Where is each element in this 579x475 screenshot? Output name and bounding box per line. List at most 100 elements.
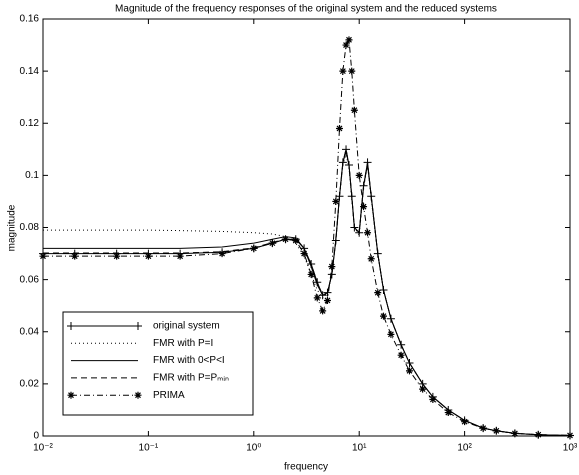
data-point [429, 396, 437, 404]
data-point [566, 431, 574, 439]
data-point [39, 252, 47, 260]
data-point [367, 255, 375, 263]
marker-shape [218, 250, 226, 258]
marker-shape [479, 424, 487, 432]
y-tick-label: 0.06 [20, 274, 40, 285]
data-point [355, 171, 363, 179]
data-point [339, 67, 347, 75]
x-tick-label: 10³ [563, 443, 578, 454]
marker-shape [419, 385, 427, 393]
marker-shape [134, 391, 142, 399]
x-tick-label: 10⁻¹ [139, 443, 159, 454]
data-point [307, 270, 315, 278]
data-point [71, 252, 79, 260]
data-point [282, 235, 290, 243]
data-point [364, 229, 372, 237]
marker-shape [405, 367, 413, 375]
data-point [323, 296, 331, 304]
data-point [250, 244, 258, 252]
data-point [319, 307, 327, 315]
y-axis-label: magnitude [7, 204, 18, 251]
data-point [342, 41, 350, 49]
x-axis-label: frequency [284, 462, 328, 473]
marker-shape [367, 255, 375, 263]
marker-shape [355, 171, 363, 179]
data-point [335, 124, 343, 132]
marker-shape [397, 351, 405, 359]
y-tick-label: 0.16 [20, 14, 40, 25]
series-line [43, 149, 571, 436]
marker-shape [492, 427, 500, 435]
marker-shape [360, 203, 368, 211]
marker-shape [144, 252, 152, 260]
legend-box [62, 311, 254, 416]
marker-shape [534, 431, 542, 439]
x-tick-label: 10² [457, 443, 472, 454]
data-point [300, 250, 308, 258]
data-point [268, 239, 276, 247]
chart-title: Magnitude of the frequency responses of … [115, 4, 497, 15]
legend-marker [134, 391, 142, 399]
x-tick-label: 10⁻² [33, 443, 53, 454]
data-point [479, 424, 487, 432]
marker-shape [345, 36, 353, 44]
data-point [387, 330, 395, 338]
marker-shape [39, 252, 47, 260]
legend: original system FMR with P=I FMR with 0<P<… [62, 311, 254, 416]
marker-shape [323, 296, 331, 304]
legend-label: FMR with P=I [153, 338, 213, 349]
marker-shape [511, 429, 519, 437]
marker-shape [268, 239, 276, 247]
data-point [511, 429, 519, 437]
marker-shape [339, 67, 347, 75]
y-tick-label: 0.12 [20, 118, 40, 129]
data-point [360, 203, 368, 211]
data-point [113, 252, 121, 260]
marker-shape [67, 322, 75, 330]
data-point [144, 252, 152, 260]
marker-shape [319, 307, 327, 315]
data-point [350, 106, 358, 114]
marker-shape [300, 250, 308, 258]
data-point [492, 427, 500, 435]
marker-shape [176, 252, 184, 260]
y-tick-label: 0.04 [20, 326, 40, 337]
y-tick-label: 0.02 [20, 379, 40, 390]
marker-shape [364, 229, 372, 237]
data-point [218, 250, 226, 258]
marker-shape [348, 67, 356, 75]
marker-shape [113, 252, 121, 260]
y-tick-label: 0.14 [20, 66, 40, 77]
legend-marker [67, 322, 75, 330]
marker-shape [444, 409, 452, 417]
data-point [374, 289, 382, 297]
marker-shape [374, 289, 382, 297]
marker-shape [332, 197, 340, 205]
legend-marker [134, 322, 142, 330]
marker-shape [379, 312, 387, 320]
data-point [345, 36, 353, 44]
legend-label: original system [153, 321, 220, 332]
marker-shape [461, 418, 469, 426]
data-point [397, 351, 405, 359]
marker-shape [67, 391, 75, 399]
marker-shape [429, 396, 437, 404]
legend-label: PRIMA [153, 390, 185, 401]
marker-shape [134, 322, 142, 330]
marker-shape [313, 294, 321, 302]
y-tick-label: 0.08 [20, 222, 40, 233]
marker-shape [387, 330, 395, 338]
marker-shape [71, 252, 79, 260]
marker-shape [282, 235, 290, 243]
data-point [292, 237, 300, 245]
marker-shape [350, 106, 358, 114]
legend-label: FMR with P=Pₘᵢₙ [153, 373, 229, 384]
data-point [176, 252, 184, 260]
marker-shape [335, 124, 343, 132]
data-point [332, 197, 340, 205]
series-line [43, 38, 571, 436]
data-point [379, 312, 387, 320]
marker-shape [342, 41, 350, 49]
data-point [461, 418, 469, 426]
